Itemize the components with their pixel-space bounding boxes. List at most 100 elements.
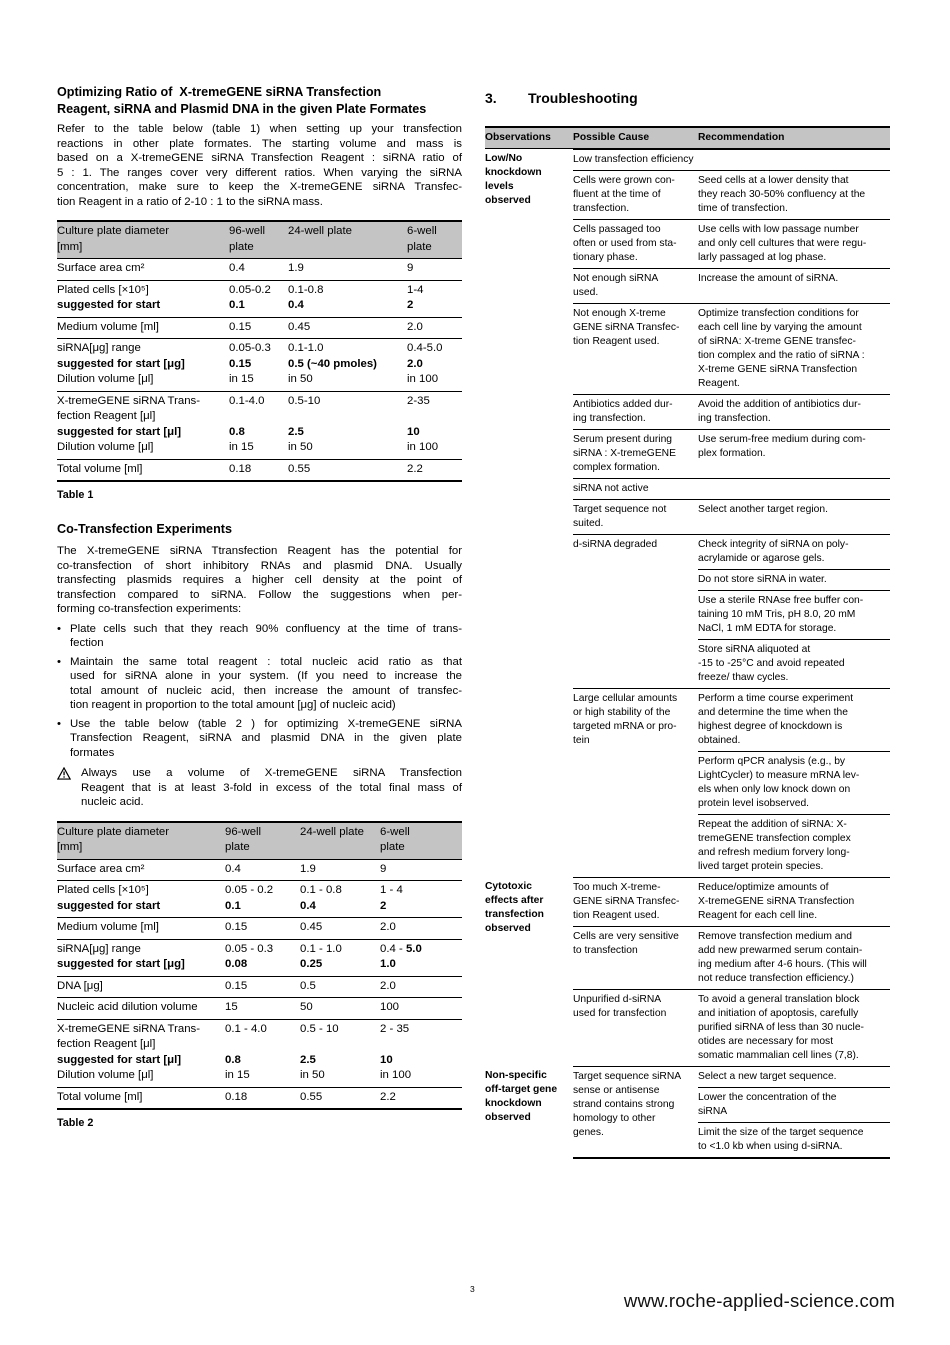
table-cell: Medium volume [ml] [57, 320, 229, 336]
text-line: Dilution volume [μl] [57, 1069, 154, 1081]
recommendation-cell: Avoid the addition of antibiotics dur-in… [698, 398, 890, 426]
text-line: 0.55 [300, 1090, 323, 1103]
text-line: total amount of nucleic acid, then incre… [70, 684, 462, 697]
text-line: Increase the amount of siRNA. [698, 272, 839, 284]
text-line: GENE siRNA Transfec- [573, 321, 680, 333]
text-line: plex formation. [698, 447, 766, 459]
cause-row: Target sequence siRNA sense or antisense s… [573, 1066, 890, 1157]
recommendation-cell: Use serum-free medium during com-plex fo… [698, 433, 890, 461]
recommendation-cell: Do not store siRNA in water. [698, 569, 890, 590]
table-cell: 9 [407, 261, 462, 277]
text-line: tein [573, 734, 590, 746]
text-line: els when only low knock down on [698, 783, 851, 795]
text-line: Reagent, siRNA and Plasmid DNA in the gi… [57, 101, 427, 116]
text-line: 5 : 1. The ranges cover very different r… [57, 166, 462, 179]
text-line: in 50 [300, 1069, 325, 1081]
text-line: based on a X-tremeGENE siRNA Transfectio… [57, 152, 462, 164]
entries: Too much X-treme- GENE siRNA Transfec-tio… [573, 877, 890, 1066]
bullet-marker: • [57, 622, 61, 635]
text-line [288, 409, 404, 425]
page-columns: Optimizing Ratio of X-tremeGENE siRNA Tr… [56, 84, 890, 1159]
text-line: suggested for start [μg] [57, 958, 185, 970]
table-cell: 2.0 [380, 920, 462, 936]
text-line: Transfection Reagent, siRNA and plasmid … [70, 732, 462, 744]
text-line: larly passaged at log phase. [698, 251, 827, 263]
warning-icon [56, 766, 81, 810]
table-cell: 0.1-1.0 0.5 (~40 pmoles) in 50 [288, 341, 407, 388]
recommendation-cell: Perform qPCR analysis (e.g., by LightCycl… [698, 751, 890, 814]
text-line: highest degree of knockdown is [698, 720, 843, 732]
table-cell: 0.5 [300, 979, 380, 995]
text-line: used for siRNA alone in your system. (If… [70, 670, 462, 682]
header-cell: 96-well plate [229, 224, 288, 255]
text-line: 0.18 [225, 1090, 248, 1103]
bullet-item: • Plate cells such that they reach 90% co… [57, 622, 462, 651]
observation-group: Low/No knockdown levels observed Low transfe… [485, 149, 890, 877]
possible-cause-cell: Antibiotics added dur-ing transfection. [573, 398, 698, 426]
text-line: tion complex and the ratio of siRNA : [698, 349, 865, 361]
table-row: Nucleic acid dilution volume 15 50 100 [57, 997, 462, 1019]
text-line: in 100 [407, 441, 439, 453]
cause-row: Large cellular amounts or high stability … [573, 688, 890, 877]
text-line: sense or antisense [573, 1084, 660, 1096]
recommendations: Perform a time course experiment and dete… [698, 692, 890, 874]
text-line: plate [225, 841, 250, 853]
table-cell: 0.4 [229, 261, 288, 277]
text-line: and initiation of apoptosis, carefully [698, 1007, 859, 1019]
text-line: and determine the time when the [698, 706, 848, 718]
recommendations: Use cells with low passage number and onl… [698, 223, 890, 265]
table-row: Medium volume [ml] 0.15 0.45 2.0 [57, 316, 462, 339]
left-column: Optimizing Ratio of X-tremeGENE siRNA Tr… [56, 84, 462, 1159]
text-line: strand contains strong [573, 1098, 675, 1110]
text-line: [mm] [57, 841, 83, 853]
cause-row: Not enough X-treme GENE siRNA Transfec-ti… [573, 303, 890, 394]
text-line: tion Reagent used. [573, 335, 660, 347]
observation-cell: Non-specific off-target gene knockdown obse… [485, 1066, 573, 1159]
text-line: ing medium after 4-6 hours. (This will [698, 958, 867, 970]
text-line: 15 [225, 1001, 238, 1013]
text-line: Too much X-treme- [573, 881, 661, 893]
table-cell: 0.18 [229, 462, 288, 478]
text-line: fluent at the time of [573, 188, 661, 200]
observation-group: Non-specific off-target gene knockdown obse… [485, 1066, 890, 1159]
table-row: siRNA[μg] range suggested for start [μg] D… [57, 338, 462, 391]
table-cell: DNA [μg] [57, 979, 225, 995]
text-line: in 15 [225, 1069, 250, 1081]
recommendation-cell: Perform a time course experiment and dete… [698, 692, 890, 752]
text-line: plate [229, 240, 254, 253]
table-cell: 2.2 [380, 1090, 462, 1106]
text-line: Culture plate diameter [57, 225, 170, 237]
bullet-marker: • [57, 717, 61, 730]
possible-cause-cell: Cells passaged too often or used from sta… [573, 223, 698, 265]
text-line: 0.1-4.0 [229, 394, 265, 407]
text-line: 10 [380, 1053, 393, 1066]
table-1: Culture plate diameter [mm] 96-well plate 24… [57, 220, 462, 482]
table-cell: 0.1 - 0.8 0.4 [300, 883, 380, 914]
text-line: 96-well [225, 825, 262, 838]
text-line: often or used from sta- [573, 237, 677, 249]
text-line: Cells were grown con- [573, 174, 675, 186]
text-line: Plated cells [×10⁵] [57, 884, 149, 896]
table-cell: Surface area cm² [57, 862, 225, 878]
table-cell: 0.5 - 10 2.5 in 50 [300, 1022, 380, 1084]
text-line: Check integrity of siRNA on poly- [698, 538, 849, 550]
table-cell: 0.05 - 0.3 0.08 [225, 942, 300, 973]
recommendations: Increase the amount of siRNA. [698, 272, 890, 300]
cause-row: siRNA not active [573, 478, 890, 499]
table-cell: 0.1 - 4.0 0.8 in 15 [225, 1022, 300, 1084]
header-cell: 6-well plate [407, 224, 462, 255]
table-cell: 1.9 [300, 862, 380, 878]
recommendation-cell: Select another target region. [698, 503, 890, 517]
recommendation-cell: Reduce/optimize amounts of X-tremeGENE si… [698, 881, 890, 923]
text-line: transfecting plasmids requires a higher … [57, 574, 462, 586]
table-row: X-tremeGENE siRNA Trans-fection Reagent … [57, 1018, 462, 1087]
table-cell: X-tremeGENE siRNA Trans-fection Reagent … [57, 1022, 225, 1084]
text-line: 2.2 [407, 462, 423, 475]
table-cell: 0.1-4.0 0.8 in 15 [229, 394, 288, 456]
table-cell: 0.4-5.0 2.0 in 100 [407, 341, 462, 388]
website-url: www.roche-applied-science.com [623, 1290, 895, 1311]
text-line [380, 1037, 459, 1053]
text-line: observed [485, 194, 531, 206]
text-line: targeted mRNA or pro- [573, 720, 677, 732]
text-line: acrylamide or agarose gels. [698, 552, 825, 564]
